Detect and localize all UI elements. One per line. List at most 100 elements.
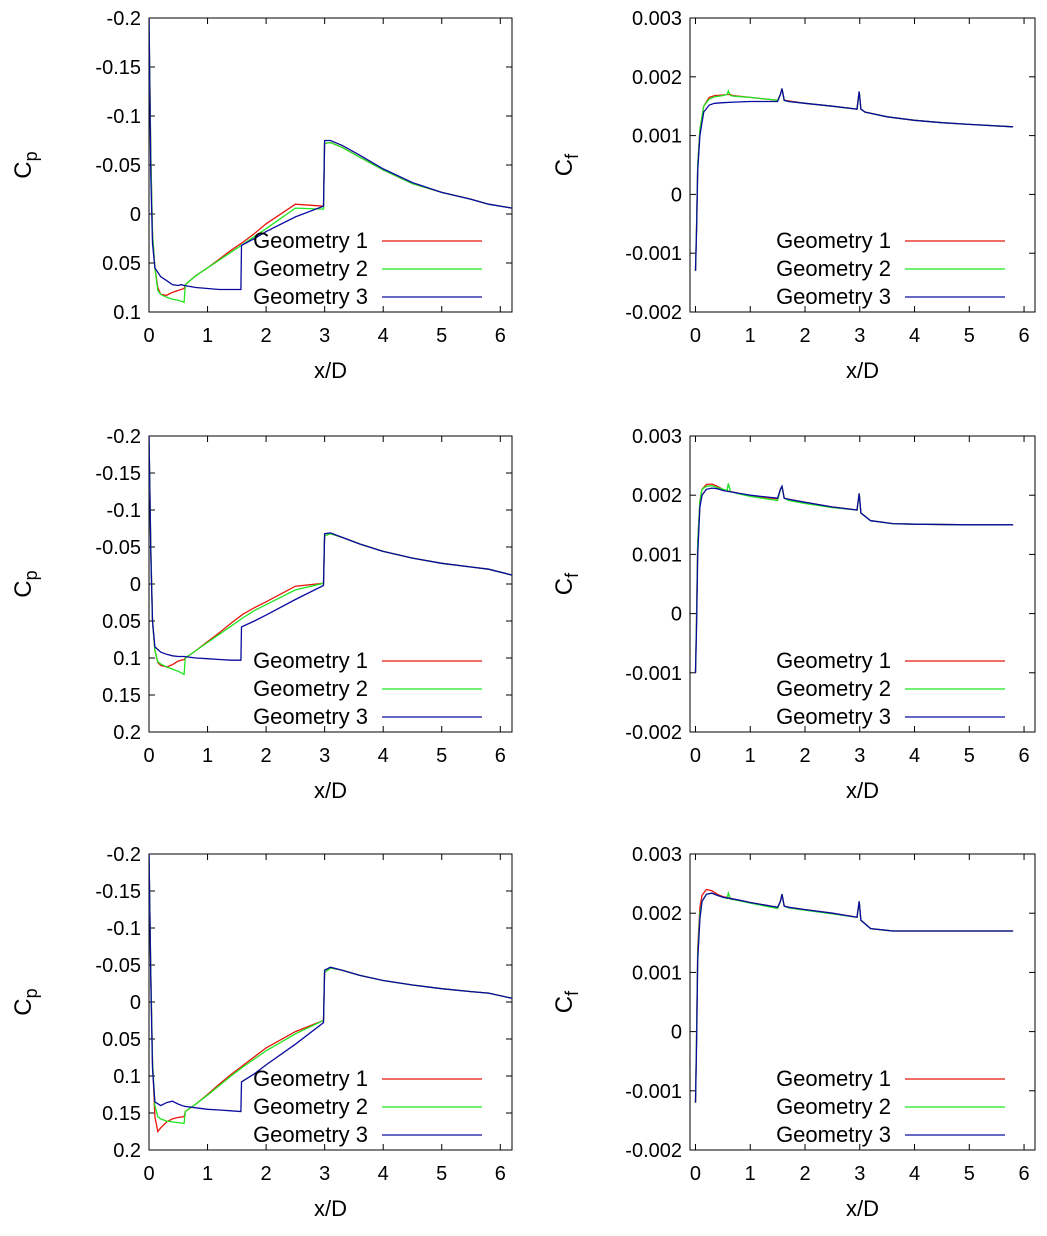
x-tick-label: 1 <box>202 1163 213 1185</box>
x-tick-label: 5 <box>436 1163 447 1185</box>
legend-label: Geometry 2 <box>776 256 891 281</box>
y-axis-label-subscript: f <box>562 572 582 578</box>
y-tick-label: 0 <box>130 574 141 596</box>
legend-label: Geometry 2 <box>253 256 368 281</box>
legend-label: Geometry 1 <box>776 648 891 673</box>
x-tick-label: 2 <box>799 745 810 767</box>
y-tick-label: -0.2 <box>107 426 141 448</box>
y-tick-label: 0.001 <box>632 126 682 148</box>
x-tick-label: 4 <box>909 745 920 767</box>
y-tick-label: 0.15 <box>102 685 141 707</box>
y-tick-label: 0.2 <box>113 1140 141 1162</box>
x-tick-label: 4 <box>909 1163 920 1185</box>
y-tick-label: 0.1 <box>113 648 141 670</box>
y-axis-label-subscript: p <box>21 570 41 580</box>
x-tick-label: 0 <box>690 745 701 767</box>
y-tick-label: 0 <box>130 992 141 1014</box>
y-tick-label: -0.1 <box>107 918 141 940</box>
x-tick-label: 0 <box>690 325 701 347</box>
legend-label: Geometry 3 <box>253 704 368 729</box>
y-tick-label: 0 <box>130 204 141 226</box>
legend-label: Geometry 3 <box>776 1122 891 1147</box>
x-tick-label: 1 <box>202 745 213 767</box>
y-tick-label: -0.001 <box>625 243 682 265</box>
x-tick-label: 1 <box>745 1163 756 1185</box>
x-tick-label: 3 <box>854 1163 865 1185</box>
x-tick-label: 3 <box>319 325 330 347</box>
y-axis-label: Cf <box>551 572 582 595</box>
y-tick-label: -0.05 <box>95 155 141 177</box>
y-axis-label-subscript: p <box>21 988 41 998</box>
x-tick-label: 4 <box>378 1163 389 1185</box>
x-tick-label: 5 <box>436 745 447 767</box>
y-axis-label-base: C <box>551 159 578 176</box>
legend-label: Geometry 3 <box>253 1122 368 1147</box>
x-tick-label: 3 <box>319 745 330 767</box>
y-tick-label: -0.1 <box>107 500 141 522</box>
x-tick-label: 1 <box>202 325 213 347</box>
legend-label: Geometry 1 <box>253 228 368 253</box>
x-tick-label: 5 <box>964 745 975 767</box>
y-axis-label-base: C <box>10 998 37 1015</box>
y-tick-label: -0.2 <box>107 844 141 866</box>
x-tick-label: 2 <box>261 745 272 767</box>
y-tick-label: -0.1 <box>107 106 141 128</box>
plot-frame <box>689 435 1036 733</box>
y-tick-label: 0.001 <box>632 544 682 566</box>
y-axis-label: Cp <box>10 988 41 1015</box>
chart-panel-cf-mid: 0 1 2 3 4 5 6 -0.002 -0.001 0 0.001 0.002 0.003 x/D Cf… <box>551 426 1036 803</box>
x-tick-label: 2 <box>261 1163 272 1185</box>
series-line-geometry-3 <box>694 88 1014 271</box>
y-axis-label-subscript: f <box>562 153 582 159</box>
series-line-geometry-2 <box>149 18 512 304</box>
y-tick-label: 0.003 <box>632 426 682 448</box>
series-line-geometry-1 <box>149 18 512 296</box>
x-axis-label: x/D <box>846 358 879 383</box>
y-tick-label: 0 <box>671 604 682 626</box>
y-tick-label: -0.002 <box>625 302 682 324</box>
y-axis-label-base: C <box>10 580 37 597</box>
y-axis-label: Cf <box>551 990 582 1013</box>
y-axis-label: Cp <box>10 151 41 178</box>
legend-label: Geometry 2 <box>776 676 891 701</box>
chart-panel-cf-top: 0 1 2 3 4 5 6 -0.002 -0.001 0 0.001 0.002 0.003 x/D Cf… <box>551 8 1036 383</box>
y-tick-label: 0.003 <box>632 8 682 30</box>
legend-label: Geometry 1 <box>253 648 368 673</box>
x-tick-label: 6 <box>1018 325 1029 347</box>
legend-label: Geometry 1 <box>253 1066 368 1091</box>
y-tick-label: 0.15 <box>102 1103 141 1125</box>
y-axis-label-base: C <box>10 161 37 178</box>
x-tick-label: 2 <box>799 325 810 347</box>
y-tick-label: 0.05 <box>102 611 141 633</box>
y-axis-label-subscript: f <box>562 990 582 996</box>
y-tick-label: -0.15 <box>95 463 141 485</box>
plot-frame <box>689 853 1036 1151</box>
y-tick-label: 0.002 <box>632 485 682 507</box>
y-tick-label: -0.05 <box>95 537 141 559</box>
chart-panel-cp-bot: 0 1 2 3 4 5 6 -0.2 -0.15 -0.1 -0.05 0 0.05 0.1 0.15 0.2… <box>10 844 513 1221</box>
y-tick-label: -0.15 <box>95 881 141 903</box>
x-tick-label: 2 <box>799 1163 810 1185</box>
legend-label: Geometry 1 <box>776 228 891 253</box>
series-line-geometry-1 <box>694 483 1014 673</box>
x-tick-label: 4 <box>909 325 920 347</box>
legend-label: Geometry 3 <box>776 704 891 729</box>
y-tick-label: -0.002 <box>625 722 682 744</box>
y-tick-label: 0.05 <box>102 1029 141 1051</box>
series-line-geometry-2 <box>149 436 512 676</box>
chart-panel-cp-mid: 0 1 2 3 4 5 6 -0.2 -0.15 -0.1 -0.05 0 0.05 0.1 0.15 0.2… <box>10 426 513 803</box>
y-axis-label: Cf <box>551 153 582 176</box>
x-tick-label: 3 <box>854 745 865 767</box>
chart-panel-cp-top: 0 1 2 3 4 5 6 -0.2 -0.15 -0.1 -0.05 0 0.05 0.1 x/D Cp Ge… <box>10 8 513 383</box>
y-tick-label: -0.05 <box>95 955 141 977</box>
legend-label: Geometry 2 <box>776 1094 891 1119</box>
x-axis-label: x/D <box>846 778 879 803</box>
x-tick-label: 5 <box>964 325 975 347</box>
y-tick-label: -0.002 <box>625 1140 682 1162</box>
x-tick-label: 0 <box>690 1163 701 1185</box>
x-tick-label: 3 <box>854 325 865 347</box>
legend-label: Geometry 2 <box>253 676 368 701</box>
y-axis-label: Cp <box>10 570 41 597</box>
